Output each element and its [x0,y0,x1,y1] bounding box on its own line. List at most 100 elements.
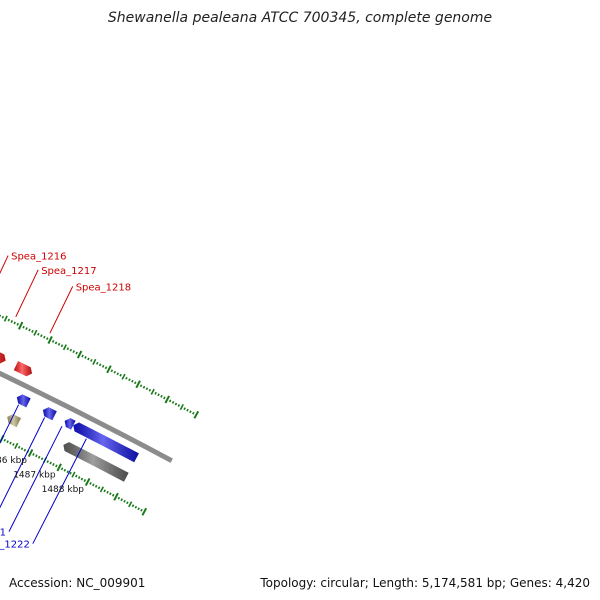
kbp-label: 1486 kbp [0,456,27,466]
tick-mark [128,378,131,382]
tick-mark [47,335,53,345]
gene-label[interactable]: Spea_1221 [0,528,6,539]
tick-mark [99,486,105,493]
gene-label[interactable]: Spea_1218 [76,282,131,293]
kbp-label: 1487 kbp [13,471,56,481]
tick-mark [121,373,126,380]
tick-mark [192,411,195,415]
tick-mark [51,340,55,343]
tick-mark [25,327,28,330]
tick-mark [128,501,133,508]
label-leader [32,438,87,544]
tick-mark [113,492,119,501]
tick-mark [14,442,19,449]
tick-mark [189,410,192,414]
tick-mark [62,344,67,351]
gene-spea-1219[interactable] [7,414,21,428]
tick-mark [92,358,97,365]
tick-mark [81,354,84,358]
tick-mark [7,318,11,322]
tick-mark [139,384,143,388]
tick-mark [60,467,64,471]
tick-mark [157,393,160,397]
tick-mark [35,454,38,458]
tick-mark [131,379,134,383]
tick-mark [117,496,121,500]
tick-mark [104,366,108,370]
tick-mark [137,507,140,511]
gene-label[interactable]: Spea_1216 [11,252,66,263]
gene-label[interactable]: Spea_1217 [41,266,96,277]
gene-label[interactable]: Spea_1222 [0,540,30,551]
tick-mark [6,440,9,444]
tick-mark [1,315,5,319]
tick-mark [37,455,41,459]
gene-spea-1222[interactable] [73,422,139,463]
tick-mark [120,498,123,502]
label-leader [0,255,9,275]
tick-mark [23,448,27,452]
tick-marks [0,314,200,516]
tick-mark [32,453,35,456]
gene-spea-1217[interactable] [0,342,6,364]
tick-mark [148,388,152,392]
tick-mark [92,483,95,487]
tick-mark [60,344,64,348]
tick-mark [22,325,25,329]
tick-mark [69,348,73,352]
tick-mark [43,335,46,339]
kbp-scale: 1477 kbp1478 kbp1479 kbp1480 kbp1481 kbp… [0,456,84,495]
tick-mark [80,477,84,481]
tick-mark [52,463,55,466]
gene-spea-1221[interactable] [64,418,76,430]
tick-mark [101,364,105,368]
topology-summary: Topology: circular; Length: 5,174,581 bp… [259,576,590,590]
tick-mark [71,471,76,478]
tick-mark [142,385,146,389]
tick-mark [123,499,126,503]
label-leader [8,425,63,532]
genome-backbone [0,370,173,463]
tick-mark [46,460,50,464]
tick-mark [33,329,38,336]
tick-mark [66,347,70,351]
tick-mark [40,334,43,338]
tick-mark [66,470,70,474]
tick-mark [113,370,117,374]
tick-mark [98,363,102,367]
gene-spea-1218[interactable] [13,361,33,377]
tick-mark [95,361,99,365]
tick-mark [74,474,78,478]
tick-mark [20,447,24,451]
tick-mark [103,489,106,493]
tick-mark [179,404,184,411]
gene-spea-1219[interactable] [16,394,31,408]
tick-mark [89,482,92,485]
tick-mark [13,321,16,325]
tick-mark [154,391,157,395]
tick-mark [56,463,62,472]
tick-mark [160,394,163,398]
tick-mark [12,443,15,446]
tick-mark [111,493,115,497]
tick-mark [177,404,181,407]
tick-mark [135,380,141,389]
backbone-line [0,370,173,463]
tick-mark [133,381,137,385]
tick-mark [106,490,109,494]
tick-mark [45,337,49,341]
tick-mark [17,445,21,449]
tick-mark [57,342,61,346]
gene-spea-1220[interactable] [42,407,57,421]
tick-mark [171,401,175,404]
tick-mark [40,457,44,461]
accession-label: Accession: NC_009901 [9,576,145,590]
tick-mark [131,504,135,508]
label-leader [0,417,46,509]
tick-mark [141,507,148,516]
tick-mark [75,351,78,355]
tick-mark [186,408,189,412]
tick-mark [174,402,178,406]
tick-mark [27,448,34,458]
